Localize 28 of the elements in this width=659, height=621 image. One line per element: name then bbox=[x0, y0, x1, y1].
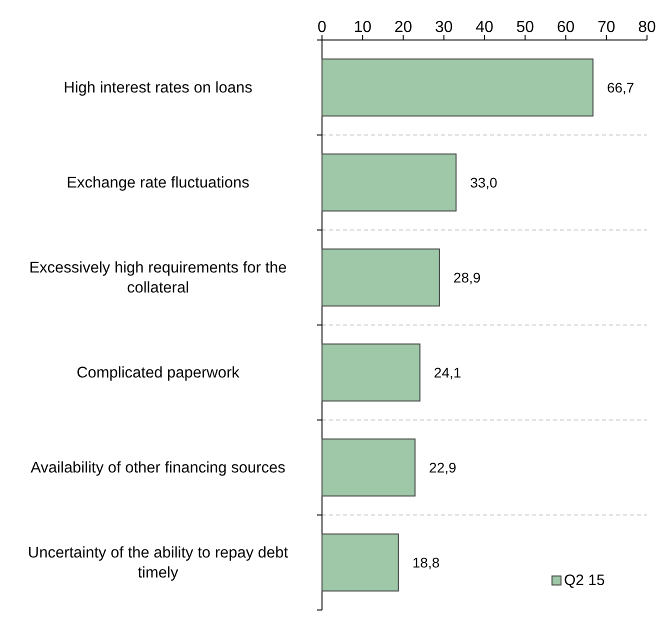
x-tick-label: 60 bbox=[556, 19, 575, 36]
bar bbox=[322, 344, 420, 402]
x-tick-label: 50 bbox=[516, 19, 534, 36]
y-tick-label: Excessively high requirements for the collateral bbox=[29, 260, 287, 296]
x-tick-label: 70 bbox=[597, 19, 616, 36]
x-tick-label: 40 bbox=[476, 19, 494, 36]
x-tick-label: 30 bbox=[434, 19, 453, 36]
data-label: 24,1 bbox=[434, 364, 462, 380]
bar bbox=[322, 248, 440, 306]
data-label: 28,9 bbox=[453, 270, 481, 286]
x-tick-label: 20 bbox=[394, 19, 412, 36]
x-tick-label: 0 bbox=[318, 19, 327, 36]
y-tick-label: Uncertainty of the ability to repay debt timely bbox=[28, 544, 289, 582]
x-tick-label: 10 bbox=[354, 19, 372, 36]
bar bbox=[322, 154, 457, 212]
y-tick-label: Exchange rate fluctuations bbox=[66, 174, 250, 192]
data-label: 18,8 bbox=[412, 554, 440, 570]
data-label: 66,7 bbox=[606, 80, 634, 96]
data-label: 22,9 bbox=[429, 460, 456, 476]
x-tick-label: 80 bbox=[638, 19, 656, 36]
bar bbox=[322, 534, 399, 592]
legend-label: Q2 15 bbox=[564, 572, 605, 589]
bar bbox=[322, 438, 416, 496]
y-tick-label: Complicated paperwork bbox=[76, 364, 240, 382]
y-tick-label: High interest rates on loans bbox=[64, 80, 253, 96]
bar bbox=[322, 58, 594, 116]
data-label: 33,0 bbox=[470, 174, 498, 190]
y-tick-label: Availability of other financing sources bbox=[30, 460, 286, 476]
